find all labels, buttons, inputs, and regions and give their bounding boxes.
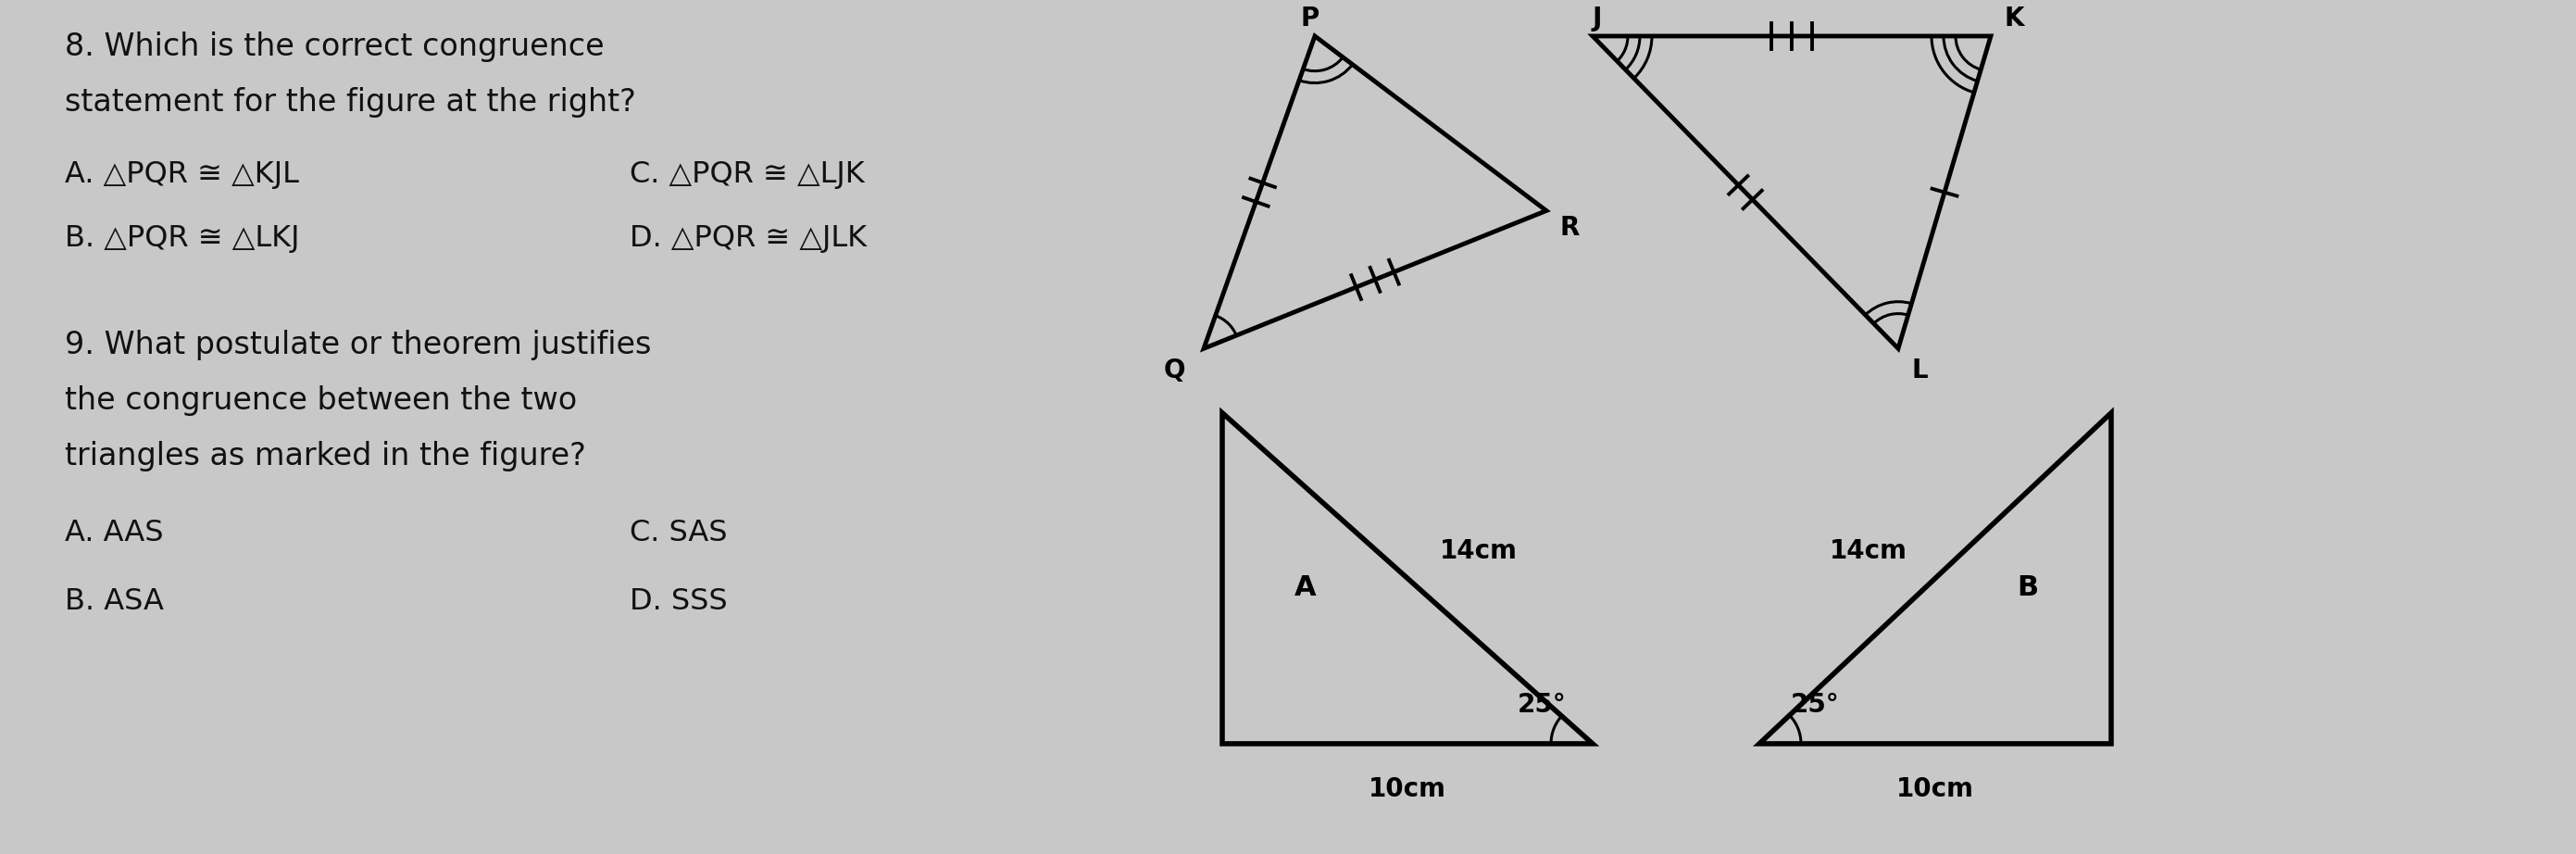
Text: B: B (2017, 574, 2038, 601)
Text: the congruence between the two: the congruence between the two (64, 385, 577, 416)
Text: B. △PQR ≅ △LKJ: B. △PQR ≅ △LKJ (64, 225, 299, 253)
Text: 10cm: 10cm (1368, 776, 1445, 802)
Text: C. △PQR ≅ △LJK: C. △PQR ≅ △LJK (629, 161, 866, 189)
Text: L: L (1911, 358, 1929, 383)
Text: P: P (1301, 6, 1319, 32)
Text: A. AAS: A. AAS (64, 518, 162, 547)
Text: 9. What postulate or theorem justifies: 9. What postulate or theorem justifies (64, 330, 652, 360)
Text: Q: Q (1164, 358, 1185, 383)
Text: R: R (1561, 215, 1579, 241)
Text: 14cm: 14cm (1440, 539, 1517, 564)
Text: A. △PQR ≅ △KJL: A. △PQR ≅ △KJL (64, 161, 299, 189)
Text: 8. Which is the correct congruence: 8. Which is the correct congruence (64, 32, 605, 62)
Text: D. SSS: D. SSS (629, 588, 726, 617)
Text: K: K (2004, 6, 2025, 32)
Text: 25°: 25° (1790, 692, 1839, 718)
Text: statement for the figure at the right?: statement for the figure at the right? (64, 86, 636, 117)
Text: 14cm: 14cm (1829, 539, 1906, 564)
Text: A: A (1296, 574, 1316, 601)
Text: B. ASA: B. ASA (64, 588, 165, 617)
Text: triangles as marked in the figure?: triangles as marked in the figure? (64, 441, 585, 471)
Text: 10cm: 10cm (1896, 776, 1973, 802)
Text: J: J (1592, 6, 1602, 32)
Text: 25°: 25° (1517, 692, 1566, 718)
Text: C. SAS: C. SAS (629, 518, 726, 547)
Text: D. △PQR ≅ △JLK: D. △PQR ≅ △JLK (629, 225, 866, 253)
